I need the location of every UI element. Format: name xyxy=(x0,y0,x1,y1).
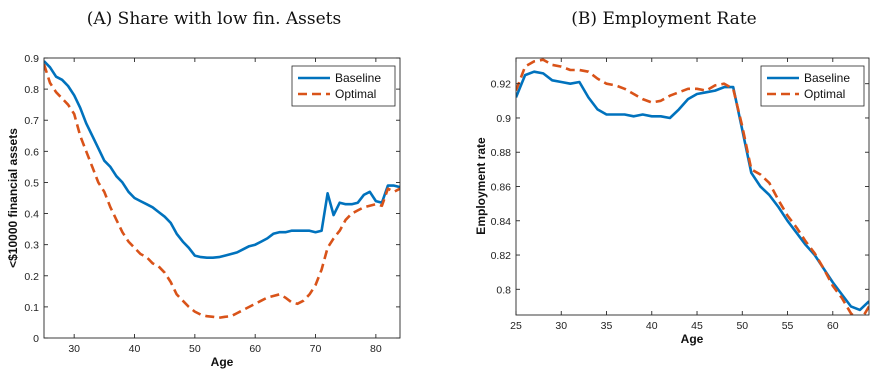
x-axis-label: Age xyxy=(681,332,704,346)
x-tick-label: 70 xyxy=(310,343,322,355)
x-tick-label: 60 xyxy=(249,343,261,355)
y-tick-label: 0.9 xyxy=(24,53,39,65)
panel-a-title: (A) Share with low fin. Assets xyxy=(87,9,342,29)
y-tick-label: 0.88 xyxy=(491,147,512,159)
legend-label-optimal: Optimal xyxy=(804,87,845,101)
x-axis-label: Age xyxy=(211,355,234,369)
panel-b-chart: 25 30 35 40 45 50 55 60 0.8 0.82 0.84 0.86 0.88 0.9 0.… xyxy=(474,57,870,346)
legend: Baseline Optimal xyxy=(291,65,396,107)
y-tick-label: 0.8 xyxy=(496,284,511,296)
y-tick-label: 0.82 xyxy=(491,250,512,262)
x-tick-label: 50 xyxy=(736,320,748,332)
series-line-baseline xyxy=(516,70,869,312)
x-tick-label: 40 xyxy=(646,320,658,332)
y-tick-label: 0.4 xyxy=(24,209,39,221)
y-tick-label: 0.84 xyxy=(491,216,512,228)
legend: Baseline Optimal xyxy=(760,65,865,107)
series-line-optimal xyxy=(44,63,400,320)
legend-label-baseline: Baseline xyxy=(335,71,381,85)
y-axis-label: <$10000 financial assets xyxy=(6,128,20,268)
x-tick-label: 25 xyxy=(510,320,522,332)
plot-frame xyxy=(43,57,401,339)
legend-label-optimal: Optimal xyxy=(335,87,376,101)
y-axis-label: Employment rate xyxy=(474,137,488,235)
panel-a-chart: 30 40 50 60 70 80 0 0.1 0.2 0.3 0.4 0.5 0.6 0.7 0.8 0.9… xyxy=(6,53,401,369)
series-line-baseline xyxy=(44,60,400,259)
y-tick-label: 0.5 xyxy=(24,177,39,189)
y-tick-label: 0.2 xyxy=(24,271,39,283)
y-tick-label: 0.86 xyxy=(491,182,512,194)
x-tick-label: 45 xyxy=(691,320,703,332)
x-tick-label: 55 xyxy=(782,320,794,332)
y-tick-label: 0.7 xyxy=(24,115,39,127)
x-tick-label: 60 xyxy=(827,320,839,332)
y-tick-label: 0.9 xyxy=(496,113,511,125)
y-tick-label: 0.8 xyxy=(24,84,39,96)
x-tick-label: 80 xyxy=(370,343,382,355)
y-tick-label: 0.3 xyxy=(24,240,39,252)
y-tick-label: 0.92 xyxy=(491,79,512,91)
panel-b-title: (B) Employment Rate xyxy=(571,9,756,29)
x-tick-label: 30 xyxy=(555,320,567,332)
x-tick-label: 50 xyxy=(189,343,201,355)
y-tick-label: 0.1 xyxy=(24,302,39,314)
x-tick-label: 35 xyxy=(601,320,613,332)
y-tick-label: 0 xyxy=(33,333,39,345)
x-tick-label: 40 xyxy=(129,343,141,355)
x-tick-label: 30 xyxy=(68,343,80,355)
y-tick-label: 0.6 xyxy=(24,146,39,158)
legend-label-baseline: Baseline xyxy=(804,71,850,85)
